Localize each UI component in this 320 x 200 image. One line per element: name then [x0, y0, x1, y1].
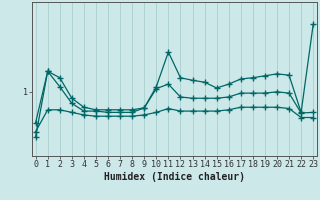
X-axis label: Humidex (Indice chaleur): Humidex (Indice chaleur) [104, 172, 245, 182]
